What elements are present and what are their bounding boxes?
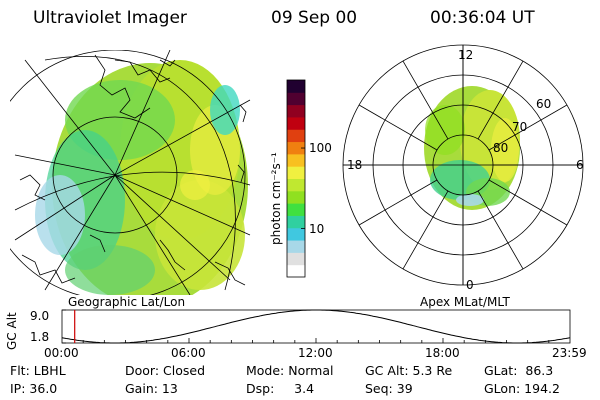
polar-panel xyxy=(342,44,584,286)
colorbar-segment xyxy=(287,80,305,93)
colorbar-segment xyxy=(287,178,305,192)
altitude-xtick-2359: 23:59 xyxy=(552,346,587,360)
geographic-panel xyxy=(10,50,251,295)
altitude-xtick-0600: 06:00 xyxy=(171,346,206,360)
geo-horizon xyxy=(44,56,236,291)
colorbar xyxy=(286,79,306,278)
altitude-plot xyxy=(61,309,571,344)
colorbar-gradient xyxy=(287,80,305,278)
colorbar-segment xyxy=(287,104,305,118)
mlt-spoke xyxy=(488,179,568,226)
mlt-label-right: 6 xyxy=(576,158,584,172)
colorbar-tick-label: 10 xyxy=(309,221,325,236)
mlat-label-70: 70 xyxy=(512,120,528,134)
geo-grid xyxy=(10,50,251,295)
mlt-spoke xyxy=(488,104,568,151)
colorbar-segment xyxy=(287,166,305,179)
info-seq: Seq: 39 xyxy=(365,381,413,396)
info-dsp: Dsp: 3.4 xyxy=(246,381,315,396)
info-filter: Flt: LBHL xyxy=(10,363,66,378)
colorbar-segment xyxy=(287,190,305,204)
colorbar-segment xyxy=(287,141,305,155)
mlt-label-bottom: 0 xyxy=(466,278,474,292)
image-time: 00:36:04 UT xyxy=(430,8,535,28)
colorbar-segment xyxy=(287,92,305,106)
info-gain: Gain: 13 xyxy=(125,381,178,396)
mlt-spoke xyxy=(358,179,438,226)
mlt-spoke xyxy=(358,104,438,151)
info-ip: IP: 36.0 xyxy=(10,381,58,396)
colorbar-segment xyxy=(287,153,305,167)
auroral-image-geo xyxy=(35,60,248,295)
colorbar-label: photon cm⁻²s⁻¹ xyxy=(269,152,283,245)
mlt-label-left: 18 xyxy=(347,158,363,172)
mlt-spoke xyxy=(477,60,524,140)
altitude-ytick-min: 1.8 xyxy=(30,330,50,344)
colorbar-segment xyxy=(287,264,305,278)
instrument-title: Ultraviolet Imager xyxy=(33,8,187,28)
mlt-spoke xyxy=(402,190,449,270)
info-door: Door: Closed xyxy=(125,363,206,378)
colorbar-segment xyxy=(287,116,305,130)
image-date: 09 Sep 00 xyxy=(271,8,358,28)
colorbar-segment xyxy=(287,215,305,229)
mlt-label-top: 12 xyxy=(458,48,474,62)
mlt-spoke xyxy=(477,190,524,270)
info-glat: GLat: 86.3 xyxy=(484,363,554,378)
colorbar-segment xyxy=(287,240,305,253)
info-mode: Mode: Normal xyxy=(246,363,334,378)
mlat-label-60: 60 xyxy=(536,97,552,111)
geo-coastlines xyxy=(19,54,247,286)
altitude-plot-ticks xyxy=(62,309,550,344)
colorbar-segment xyxy=(287,203,305,216)
mlt-spoke xyxy=(402,60,449,140)
colorbar-tick-label: 100 xyxy=(309,141,332,156)
altitude-xtick-1200: 12:00 xyxy=(298,346,333,360)
colorbar-segment xyxy=(287,129,305,143)
altitude-xtick-1800: 18:00 xyxy=(425,346,460,360)
colorbar-ticks xyxy=(301,147,305,229)
mlat-label-80: 80 xyxy=(493,141,509,155)
altitude-ytick-max: 9.0 xyxy=(30,309,50,323)
altitude-ylabel: GC Alt xyxy=(5,312,19,350)
geo-panel-label: Geographic Lat/Lon xyxy=(68,295,186,309)
polar-grid xyxy=(342,44,584,286)
altitude-xtick-0000: 00:00 xyxy=(44,346,79,360)
colorbar-segment xyxy=(287,227,305,241)
info-glon: GLon: 194.2 xyxy=(484,381,560,396)
info-gc-alt: GC Alt: 5.3 Re xyxy=(365,363,453,378)
colorbar-segment xyxy=(287,252,305,266)
polar-panel-label: Apex MLat/MLT xyxy=(420,295,510,309)
